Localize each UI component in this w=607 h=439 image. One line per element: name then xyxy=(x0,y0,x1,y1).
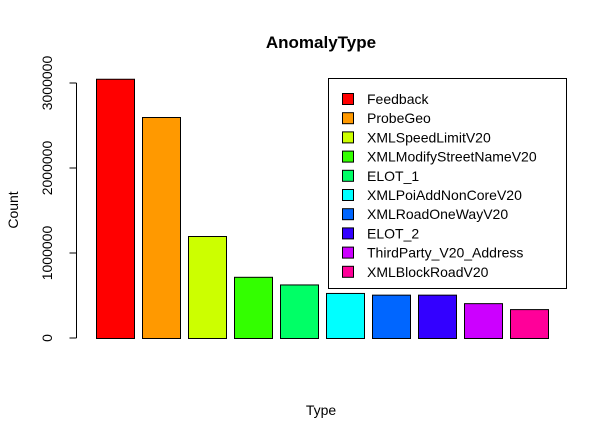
legend-label: XMLRoadOneWayV20 xyxy=(367,206,508,222)
bar-xmlspeedlimitv20 xyxy=(188,236,227,339)
legend-swatch xyxy=(342,208,354,221)
legend: Feedback ProbeGeo XMLSpeedLimitV20 XMLModif… xyxy=(328,78,567,289)
bar-probegeo xyxy=(142,117,181,339)
bar-xmlpoiaddnoncorev20 xyxy=(326,292,365,340)
legend-swatch xyxy=(342,246,354,259)
legend-swatch xyxy=(342,265,354,278)
chart-title: AnomalyType xyxy=(266,33,376,52)
legend-label: XMLBlockRoadV20 xyxy=(367,264,489,280)
y-tick-label: 2000000 xyxy=(39,141,55,196)
bar-xmlroadonewayv20 xyxy=(372,294,411,339)
legend-label: ProbeGeo xyxy=(367,110,431,126)
legend-swatch xyxy=(342,112,354,125)
bar-feedback xyxy=(96,78,135,339)
bars-group xyxy=(96,78,549,340)
y-axis: 0 1000000 2000000 3000000 xyxy=(39,56,77,342)
legend-label: XMLPoiAddNonCoreV20 xyxy=(367,187,522,203)
y-axis-label: Count xyxy=(5,191,21,228)
y-tick-label: 1000000 xyxy=(39,226,55,281)
bar-thirdparty-v20-address xyxy=(464,303,503,339)
legend-label: Feedback xyxy=(367,91,429,107)
legend-swatch xyxy=(342,227,354,240)
bar-elot-1 xyxy=(280,284,319,340)
y-tick-label: 3000000 xyxy=(39,56,55,111)
legend-swatch xyxy=(342,150,354,163)
bar-xmlblockroadv20 xyxy=(510,309,549,340)
legend-label: ThirdParty_V20_Address xyxy=(367,245,523,261)
bar-xmlmodifystreetnamev20 xyxy=(234,276,273,339)
legend-swatch xyxy=(342,93,354,105)
legend-label: ELOT_1 xyxy=(367,168,419,184)
legend-swatch xyxy=(342,169,354,182)
bar-elot-2 xyxy=(418,294,457,339)
legend-swatch xyxy=(342,131,354,144)
legend-swatch xyxy=(342,189,354,201)
y-tick-label: 0 xyxy=(39,334,55,342)
legend-label: XMLSpeedLimitV20 xyxy=(367,129,491,145)
legend-box xyxy=(328,78,567,289)
legend-label: XMLModifyStreetNameV20 xyxy=(367,149,537,165)
x-axis-label: Type xyxy=(306,402,337,418)
legend-label: ELOT_2 xyxy=(367,225,419,241)
